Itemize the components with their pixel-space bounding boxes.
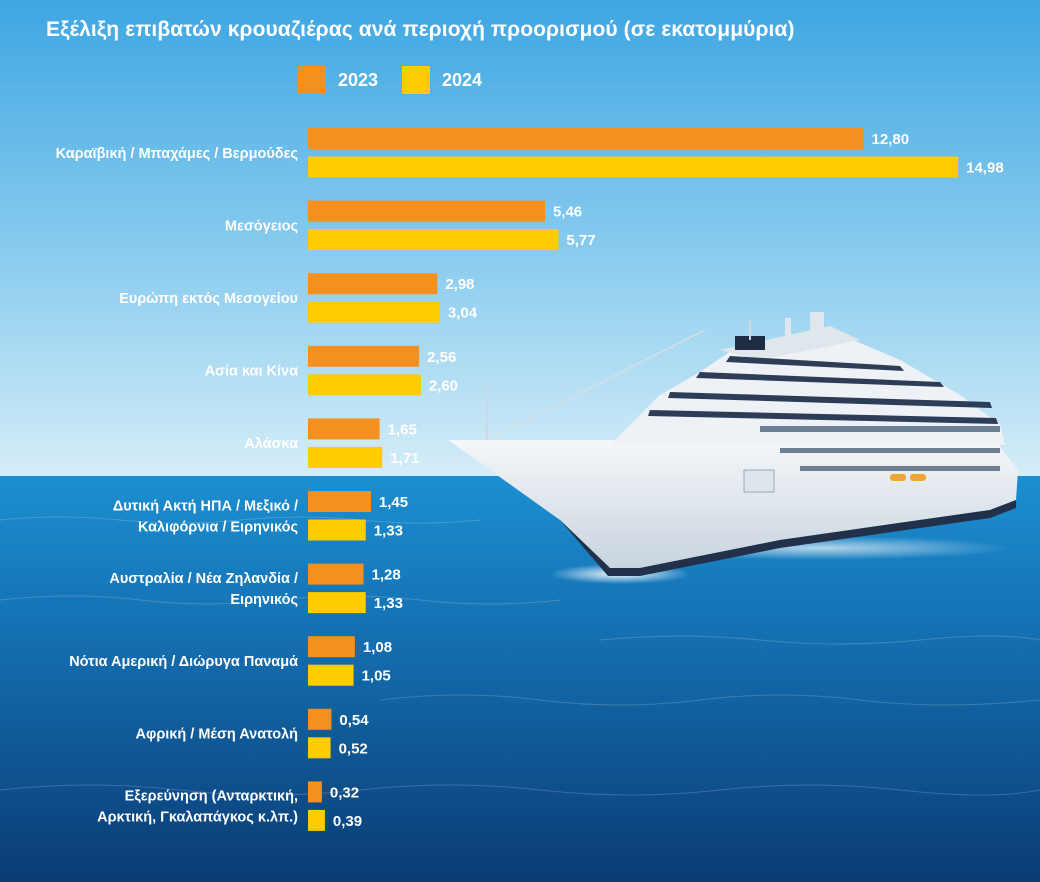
bar-2024 xyxy=(308,446,383,468)
value-label-2024: 2,60 xyxy=(429,377,458,394)
legend-swatch-2023 xyxy=(298,66,326,94)
bar-2023 xyxy=(308,418,380,440)
chart-title: Εξέλιξη επιβατών κρουαζιέρας ανά περιοχή… xyxy=(46,18,795,41)
bar-2023 xyxy=(308,636,355,658)
category-label: Αρκτική, Γκαλαπάγκος κ.λπ.) xyxy=(97,810,298,826)
value-label-2024: 0,52 xyxy=(339,740,368,757)
value-label-2023: 1,45 xyxy=(379,494,408,511)
bar-2023 xyxy=(308,345,420,367)
value-label-2024: 1,71 xyxy=(390,450,419,467)
bar-2024 xyxy=(308,519,366,541)
value-label-2023: 1,28 xyxy=(372,567,401,584)
value-label-2024: 1,33 xyxy=(374,595,403,612)
legend-label-2024: 2024 xyxy=(442,69,483,90)
sea-waves xyxy=(0,516,1040,796)
value-label-2024: 14,98 xyxy=(966,160,1004,177)
category-label: Καραϊβική / Μπαχάμες / Βερμούδες xyxy=(56,146,298,162)
category-label: Αφρική / Μέση Ανατολή xyxy=(135,727,298,743)
bar-2023 xyxy=(308,200,545,222)
bar-2023 xyxy=(308,708,332,730)
category-label: Αλάσκα xyxy=(244,436,298,452)
bar-2023 xyxy=(308,563,364,585)
category-label: Νότια Αμερική / Διώρυγα Παναμά xyxy=(69,654,298,670)
cruise-ship-icon xyxy=(448,312,1018,584)
value-label-2023: 1,08 xyxy=(363,639,392,656)
bar-2024 xyxy=(308,301,440,323)
bar-2024 xyxy=(308,592,366,614)
category-label: Εξερεύνηση (Ανταρκτική, xyxy=(125,789,298,805)
value-label-2024: 0,39 xyxy=(333,813,362,830)
category-label: Μεσόγειος xyxy=(225,218,298,234)
value-label-2023: 1,65 xyxy=(388,421,417,438)
bar-2024 xyxy=(308,737,331,759)
value-label-2024: 1,33 xyxy=(374,523,403,540)
value-label-2024: 3,04 xyxy=(448,305,478,322)
value-label-2023: 12,80 xyxy=(872,131,910,148)
category-label: Ασία και Κίνα xyxy=(205,364,299,380)
bar-2024 xyxy=(308,374,421,396)
bar-2024 xyxy=(308,664,354,686)
bar-2023 xyxy=(308,128,864,149)
bar-2024 xyxy=(308,156,959,178)
legend-item-2023: 2023 xyxy=(298,66,378,94)
legend-item-2024: 2024 xyxy=(402,66,482,94)
value-label-2023: 5,46 xyxy=(553,204,582,221)
legend-swatch-2024 xyxy=(402,66,430,94)
category-label: Ειρηνικός xyxy=(230,592,298,608)
bar-2024 xyxy=(308,809,325,831)
value-label-2023: 2,56 xyxy=(427,349,456,366)
value-label-2023: 0,54 xyxy=(339,712,369,729)
bar-2024 xyxy=(308,229,559,251)
bar-2023 xyxy=(308,491,371,512)
legend-label-2023: 2023 xyxy=(338,69,379,90)
category-label: Ευρώπη εκτός Μεσογείου xyxy=(119,291,298,307)
value-label-2023: 2,98 xyxy=(445,276,474,293)
value-label-2023: 0,32 xyxy=(330,784,359,801)
bar-2023 xyxy=(308,273,438,295)
value-label-2024: 5,77 xyxy=(566,232,595,249)
category-label: Δυτική Ακτή ΗΠΑ / Μεξικό / xyxy=(113,498,298,514)
value-label-2024: 1,05 xyxy=(362,668,391,685)
bar-2023 xyxy=(308,781,322,803)
category-label: Αυστραλία / Νέα Ζηλανδία / xyxy=(109,571,298,587)
category-label: Καλιφόρνια / Ειρηνικός xyxy=(138,519,298,535)
